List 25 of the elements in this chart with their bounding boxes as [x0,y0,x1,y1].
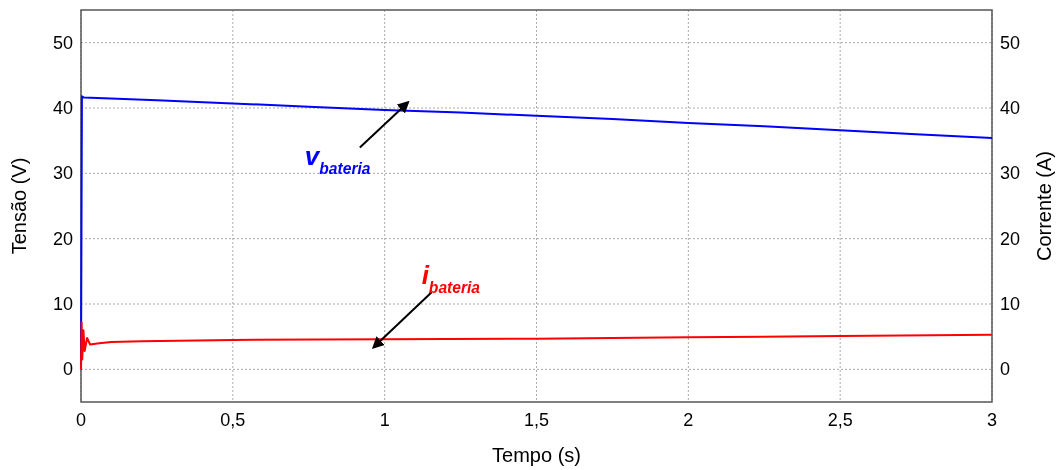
x-tick-label: 1,5 [523,410,550,430]
x-tick-label: 0 [75,410,87,430]
y-tick-label: 20 [52,228,73,249]
line-series [80,321,993,371]
x-tick-label: 1 [379,410,390,430]
y2-tick-label: 10 [1000,294,1021,314]
x-tick-label: 3 [986,410,998,430]
y2-axis-title: Corrente (A) [1033,150,1055,262]
x-axis-title: Tempo (s) [492,444,581,466]
series-label: v$_{bateria}$ [304,141,371,177]
x-tick-label: 0,5 [220,410,246,430]
y-axis-title: Tensão (V) [8,157,30,255]
y2-tick-label: 20 [1000,228,1021,249]
x-tick-label: 2,5 [827,410,853,430]
y2-tick-label: 0 [1000,359,1011,380]
series-label: i$_{bateria}$ [421,260,481,296]
y2-tick-label: 50 [1000,32,1021,53]
y-tick-label: 30 [52,163,73,184]
y-tick-label: 0 [62,359,73,380]
y2-tick-label: 40 [1000,98,1021,118]
x-tick-label: 2 [683,410,694,430]
y-tick-label: 50 [52,32,73,53]
y-tick-label: 40 [52,98,73,118]
y-tick-label: 10 [52,294,73,314]
y2-tick-label: 30 [1000,163,1021,184]
